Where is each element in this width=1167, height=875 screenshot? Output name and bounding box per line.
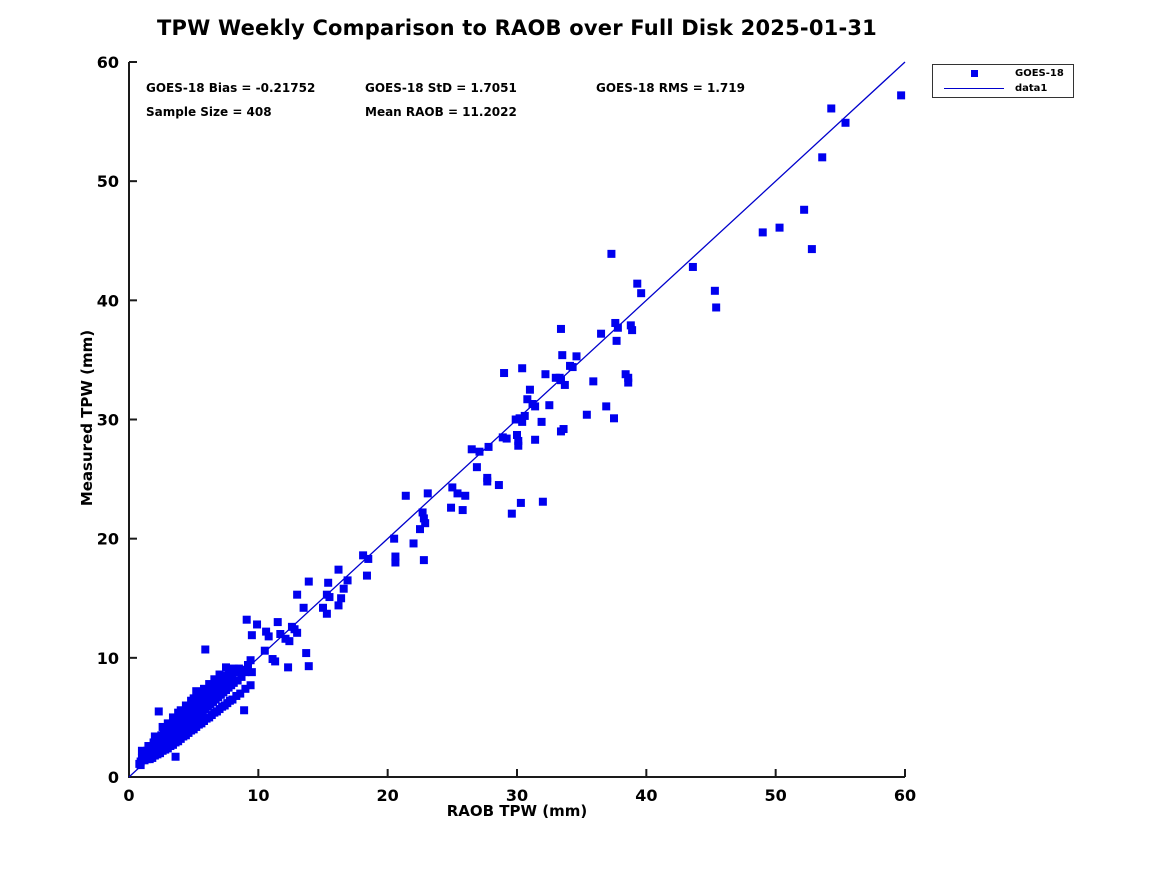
- tick-label: 0: [108, 768, 119, 787]
- scatter-points-goes18: [135, 91, 906, 770]
- tick-label: 30: [97, 411, 119, 430]
- tick-label: 30: [506, 786, 528, 805]
- legend-item-goes18: GOES-18: [933, 66, 1073, 81]
- stat-std: GOES-18 StD = 1.7051: [365, 81, 517, 95]
- tick-label: 40: [97, 291, 119, 310]
- tick-label: 10: [97, 649, 119, 668]
- stat-sample-size: Sample Size = 408: [146, 105, 272, 119]
- stat-bias: GOES-18 Bias = -0.21752: [146, 81, 316, 95]
- tick-label: 0: [123, 786, 134, 805]
- y-axis-label: Measured TPW (mm): [78, 329, 96, 507]
- tick-label: 60: [97, 53, 119, 72]
- legend: GOES-18 data1: [932, 64, 1074, 98]
- tick-label: 60: [894, 786, 916, 805]
- legend-label-goes18: GOES-18: [1015, 67, 1064, 79]
- tick-label: 20: [377, 786, 399, 805]
- x-axis-label: RAOB TPW (mm): [446, 802, 588, 820]
- stat-rms: GOES-18 RMS = 1.719: [596, 81, 745, 95]
- tick-label: 40: [635, 786, 657, 805]
- tick-label: 50: [765, 786, 787, 805]
- square-marker-icon: [933, 69, 1015, 77]
- tick-label: 50: [97, 172, 119, 191]
- stat-mean-raob: Mean RAOB = 11.2022: [365, 105, 517, 119]
- legend-item-data1: data1: [933, 81, 1073, 96]
- chart-title: TPW Weekly Comparison to RAOB over Full …: [156, 16, 877, 40]
- tick-label: 10: [247, 786, 269, 805]
- tick-label: 20: [97, 530, 119, 549]
- line-swatch-icon: [933, 88, 1015, 90]
- legend-label-data1: data1: [1015, 83, 1048, 95]
